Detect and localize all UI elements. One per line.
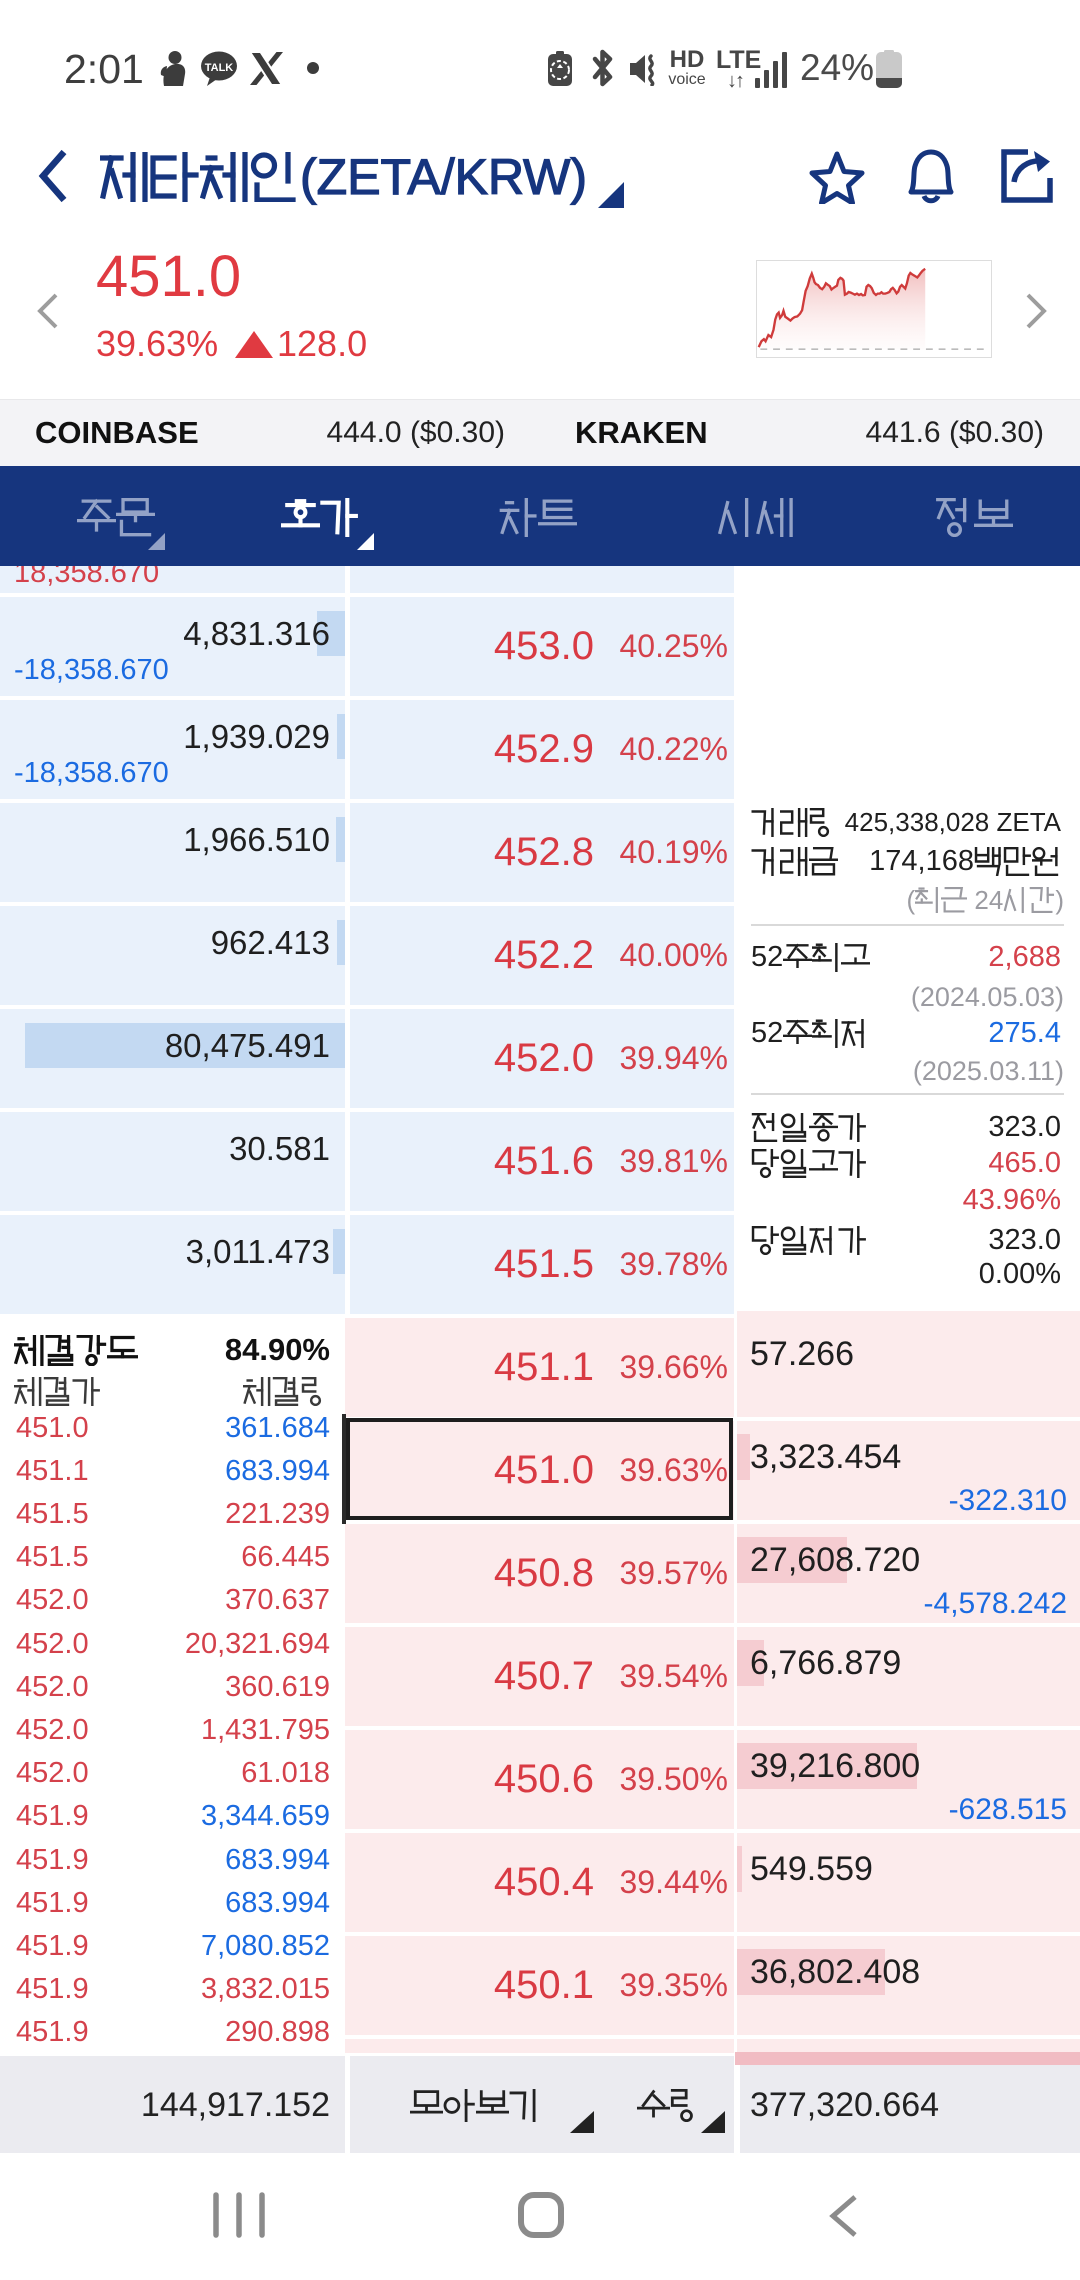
svg-text:TALK: TALK <box>205 62 234 74</box>
